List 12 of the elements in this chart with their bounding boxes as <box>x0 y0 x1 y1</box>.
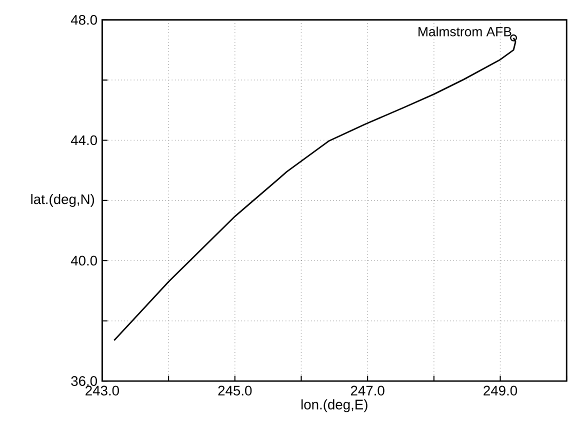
y-tick-label: 44.0 <box>70 135 98 146</box>
x-tick-label: 249.0 <box>484 386 518 396</box>
x-tick-label: 247.0 <box>350 386 384 396</box>
y-tick-label: 40.0 <box>70 256 98 266</box>
x-axis-title: lon.(deg,E) <box>301 399 368 412</box>
y-axis-title: lat.(deg,N) <box>31 194 94 208</box>
annotation: Malmstrom AFB <box>418 26 512 36</box>
y-tick-label: 36.0 <box>71 376 98 386</box>
y-tick-label: 48.0 <box>70 15 98 25</box>
x-tick-label: 245.0 <box>218 386 252 396</box>
line-series <box>113 37 516 342</box>
x-tick-label: 243.0 <box>86 386 119 396</box>
